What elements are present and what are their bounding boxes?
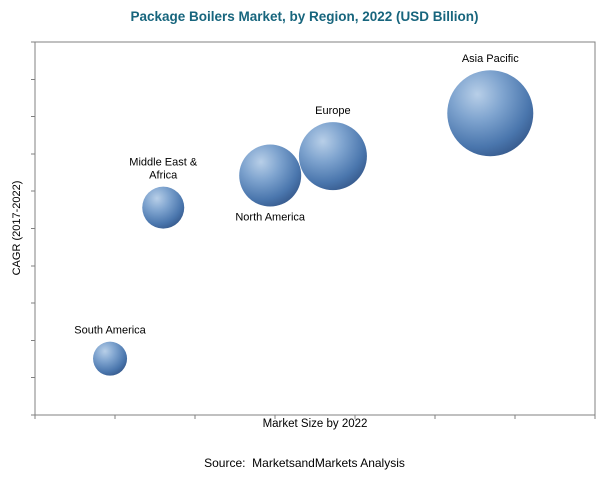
bubble-label-middle-east-africa: Middle East & (129, 157, 198, 169)
bubble-europe (298, 122, 367, 191)
chart-title: Package Boilers Market, by Region, 2022 … (130, 9, 479, 24)
bubble-label-europe: Europe (315, 105, 350, 117)
bubble-label-south-america: South America (74, 325, 146, 337)
bubble-label-middle-east-africa: Africa (149, 170, 178, 182)
bubble-south-america (93, 341, 128, 376)
bubble-label-north-america: North America (235, 212, 306, 224)
bubble-asia-pacific (447, 70, 534, 157)
y-axis-label: CAGR (2017-2022) (11, 180, 23, 276)
bubble-middle-east-africa (142, 186, 185, 229)
source-note: Source: MarketsandMarkets Analysis (204, 456, 405, 470)
bubble-label-asia-pacific: Asia Pacific (462, 53, 519, 65)
bubble-north-america (239, 144, 302, 207)
x-axis-label: Market Size by 2022 (262, 418, 368, 430)
